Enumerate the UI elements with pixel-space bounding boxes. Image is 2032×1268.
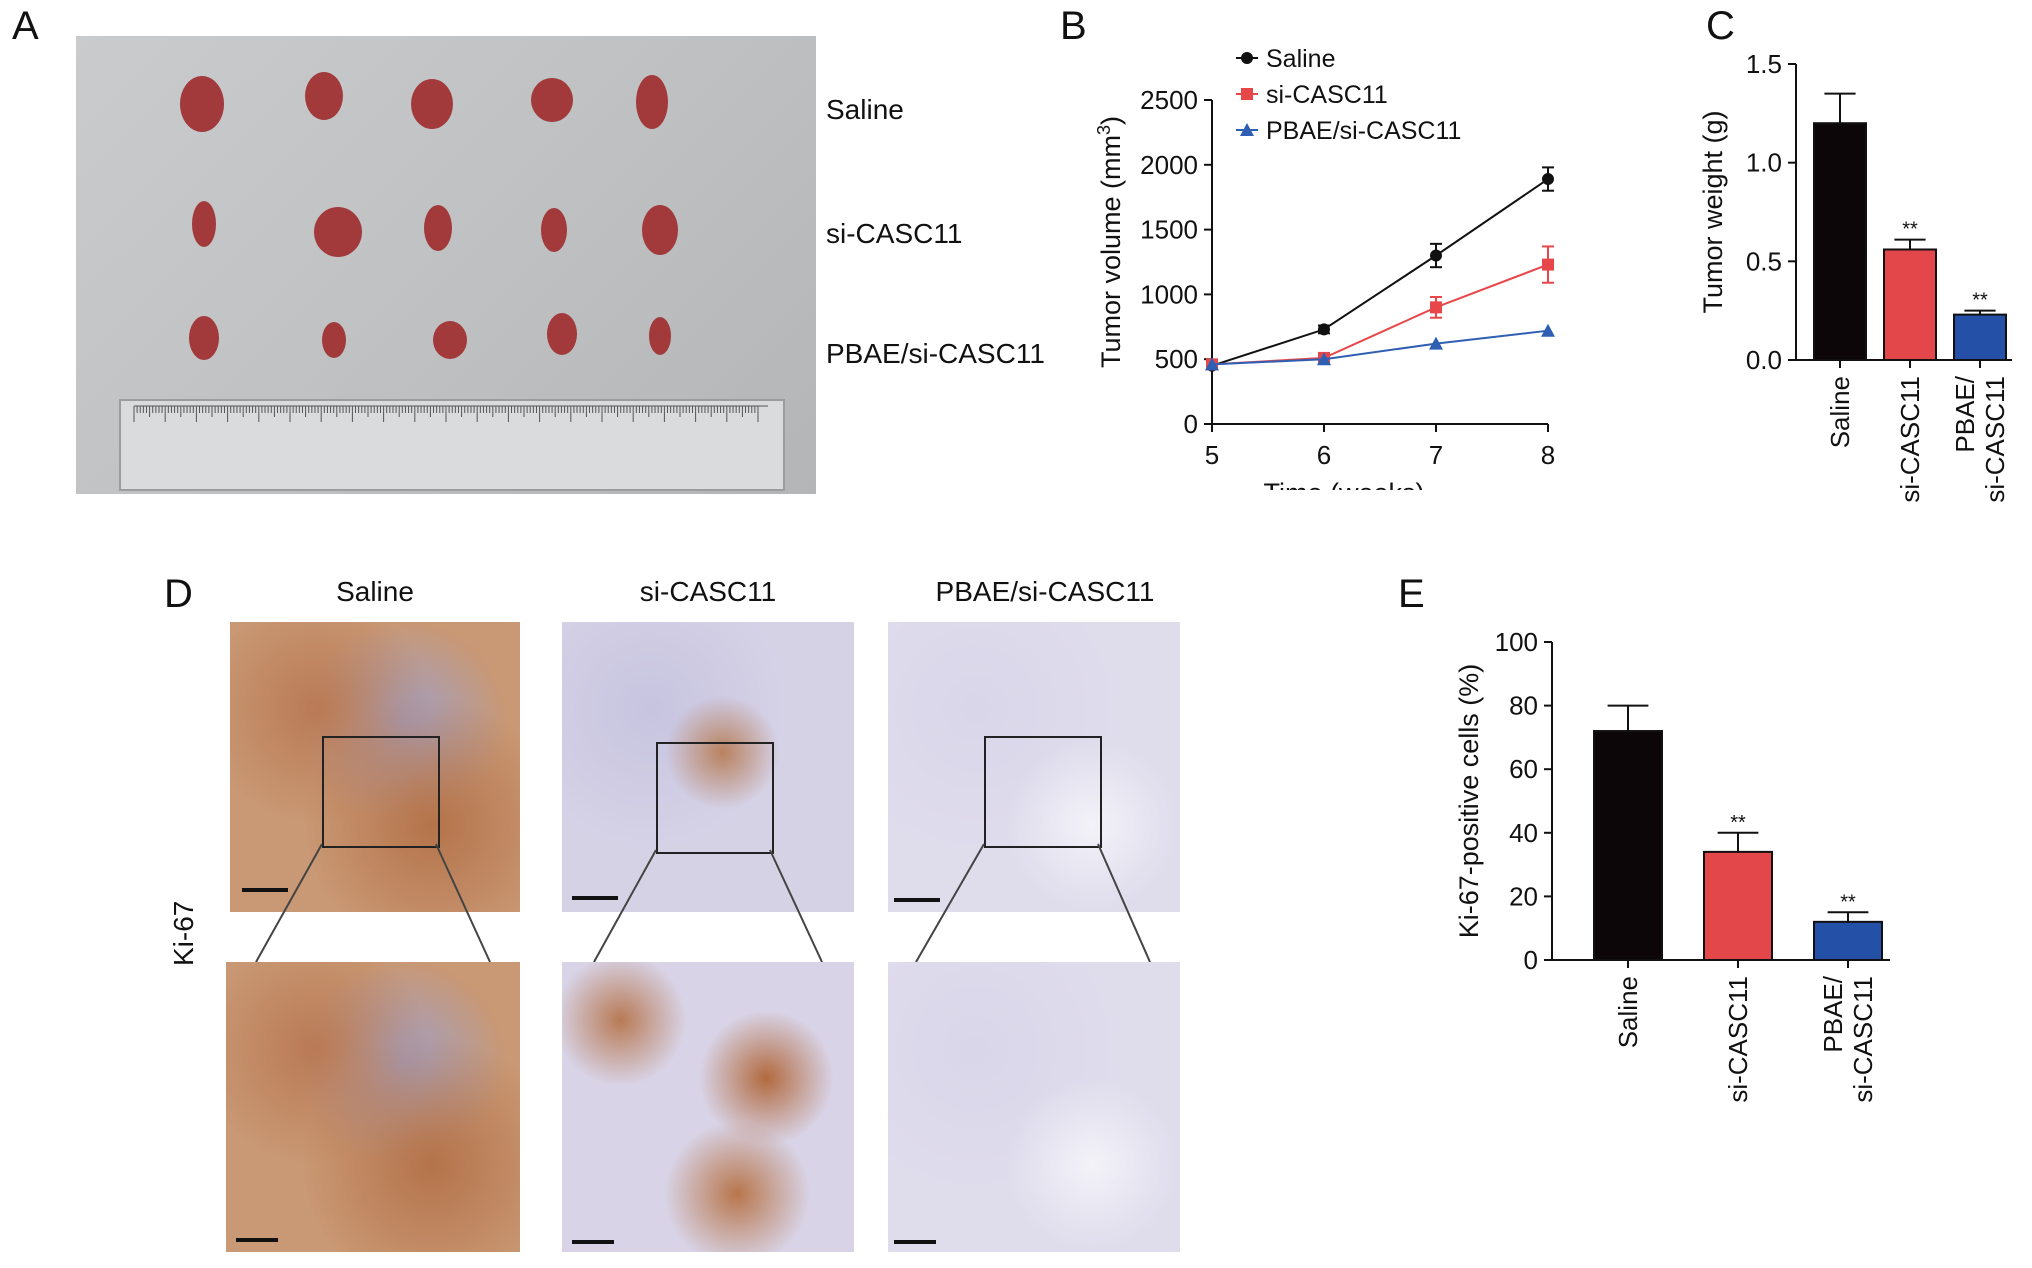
ki67-positive-chart: 0 20 40 60 80 100 Ki-67-positive cells (%) Sali… bbox=[1454, 627, 1890, 1103]
panel-label-a: A bbox=[12, 4, 39, 48]
y-axis-label: Tumor volume (mm3) bbox=[1094, 116, 1126, 368]
y-axis-label-main: Tumor volume (mm bbox=[1096, 135, 1126, 368]
significance-label: ** bbox=[1840, 891, 1856, 913]
panel-label-e: E bbox=[1398, 572, 1425, 616]
bar-0 bbox=[1813, 122, 1867, 361]
legend-marker bbox=[1240, 123, 1254, 136]
tumor-volume-chart: 0 500 1000 1500 2000 2500 5 6 7 8 Time (weeks) Tumo… bbox=[1094, 45, 1555, 490]
scale-bar bbox=[236, 1238, 278, 1242]
y-tick-label: 0 bbox=[1184, 409, 1198, 439]
x-tick-label: si-CASC11 bbox=[1980, 376, 2010, 503]
panel-label-b: B bbox=[1060, 4, 1087, 48]
scale-bar bbox=[242, 888, 288, 892]
legend-label-1: si-CASC11 bbox=[1266, 81, 1388, 109]
data-point bbox=[1318, 323, 1330, 336]
data-point bbox=[1542, 258, 1554, 271]
y-tick-label: 2500 bbox=[1140, 85, 1198, 115]
tumor-photo bbox=[76, 36, 816, 494]
y-axis-label-end: ) bbox=[1096, 116, 1126, 125]
x-tick-label: PBAE/ bbox=[1950, 375, 1980, 452]
y-tick-label: 0.0 bbox=[1746, 345, 1782, 375]
data-point bbox=[1430, 301, 1442, 314]
data-point bbox=[1317, 352, 1331, 366]
x-tick-label: 6 bbox=[1317, 440, 1331, 470]
tumor-weight-chart: 0.0 0.5 1.0 1.5 Tumor weight (g) Saline ** si-C… bbox=[1700, 49, 2012, 503]
x-tick-label: 7 bbox=[1429, 440, 1443, 470]
significance-label: ** bbox=[1902, 219, 1918, 241]
panel-label-d: D bbox=[164, 572, 193, 616]
scale-bar bbox=[572, 1240, 614, 1244]
row-label-si-casc11: si-CASC11 bbox=[826, 218, 963, 249]
scale-bar bbox=[572, 896, 618, 900]
row-label-saline: Saline bbox=[826, 94, 904, 125]
scale-bar bbox=[894, 898, 940, 902]
y-tick-label: 1.0 bbox=[1746, 148, 1782, 178]
y-tick-label: 100 bbox=[1495, 627, 1538, 657]
x-tick-label: PBAE/ bbox=[1818, 975, 1848, 1052]
data-point bbox=[1205, 357, 1219, 371]
series-line-2 bbox=[1211, 329, 1549, 366]
column-label-pbae-si-casc11: PBAE/si-CASC11 bbox=[935, 576, 1155, 607]
panel-label-c: C bbox=[1706, 4, 1735, 48]
ihc-si-casc11-high bbox=[562, 962, 854, 1252]
tumor-photo-drawing bbox=[119, 72, 785, 491]
y-tick-label: 0 bbox=[1524, 945, 1538, 975]
y-tick-label: 1.5 bbox=[1746, 49, 1782, 79]
x-tick-label: si-CASC11 bbox=[1723, 976, 1753, 1103]
x-tick-label: si-CASC11 bbox=[1895, 376, 1925, 503]
data-point bbox=[1542, 173, 1554, 186]
x-axis-label: Time (weeks) bbox=[1263, 478, 1424, 490]
y-axis-label: Ki-67-positive cells (%) bbox=[1454, 664, 1484, 939]
data-point bbox=[1541, 323, 1555, 337]
x-tick-label: Saline bbox=[1825, 376, 1855, 448]
y-tick-label: 500 bbox=[1155, 344, 1198, 374]
y-tick-label: 2000 bbox=[1140, 150, 1198, 180]
x-tick-label: Saline bbox=[1613, 976, 1643, 1048]
column-label-saline: Saline bbox=[336, 576, 414, 607]
column-label-si-casc11: si-CASC11 bbox=[639, 576, 777, 607]
data-point bbox=[1430, 249, 1442, 262]
significance-label: ** bbox=[1730, 812, 1746, 834]
significance-label: ** bbox=[1972, 290, 1988, 312]
y-tick-label: 60 bbox=[1509, 754, 1538, 784]
row-label-pbae-si-casc11: PBAE/si-CASC11 bbox=[826, 338, 1045, 369]
y-tick-label: 80 bbox=[1509, 691, 1538, 721]
y-axis-label-sup: 3 bbox=[1094, 125, 1114, 135]
legend-label-0: Saline bbox=[1266, 45, 1336, 73]
zoom-box bbox=[656, 742, 774, 854]
ihc-pbae-si-casc11-low bbox=[888, 622, 1180, 912]
legend-label-2: PBAE/si-CASC11 bbox=[1266, 117, 1461, 145]
bar-1 bbox=[1703, 850, 1773, 962]
y-tick-label: 40 bbox=[1509, 818, 1538, 848]
x-tick-label: 5 bbox=[1205, 440, 1219, 470]
bar-0 bbox=[1593, 730, 1663, 961]
ihc-pbae-si-casc11-high bbox=[888, 962, 1180, 1252]
zoom-box bbox=[322, 736, 440, 848]
ihc-si-casc11-low bbox=[562, 622, 854, 912]
zoom-box bbox=[984, 736, 1102, 848]
x-tick-label: 8 bbox=[1541, 440, 1555, 470]
ihc-saline-high bbox=[226, 962, 520, 1252]
y-tick-label: 1000 bbox=[1140, 279, 1198, 309]
bar-2 bbox=[1813, 920, 1883, 961]
y-tick-label: 20 bbox=[1509, 881, 1538, 911]
series-line-0 bbox=[1211, 178, 1549, 367]
y-tick-label: 1500 bbox=[1140, 215, 1198, 245]
ihc-saline-low bbox=[230, 622, 520, 912]
legend-marker bbox=[1241, 88, 1253, 100]
legend-marker bbox=[1241, 52, 1253, 64]
y-axis-label: Tumor weight (g) bbox=[1700, 110, 1728, 313]
y-tick-label: 0.5 bbox=[1746, 246, 1782, 276]
data-point bbox=[1429, 336, 1443, 350]
scale-bar bbox=[894, 1240, 936, 1244]
x-tick-label: si-CASC11 bbox=[1848, 976, 1878, 1103]
